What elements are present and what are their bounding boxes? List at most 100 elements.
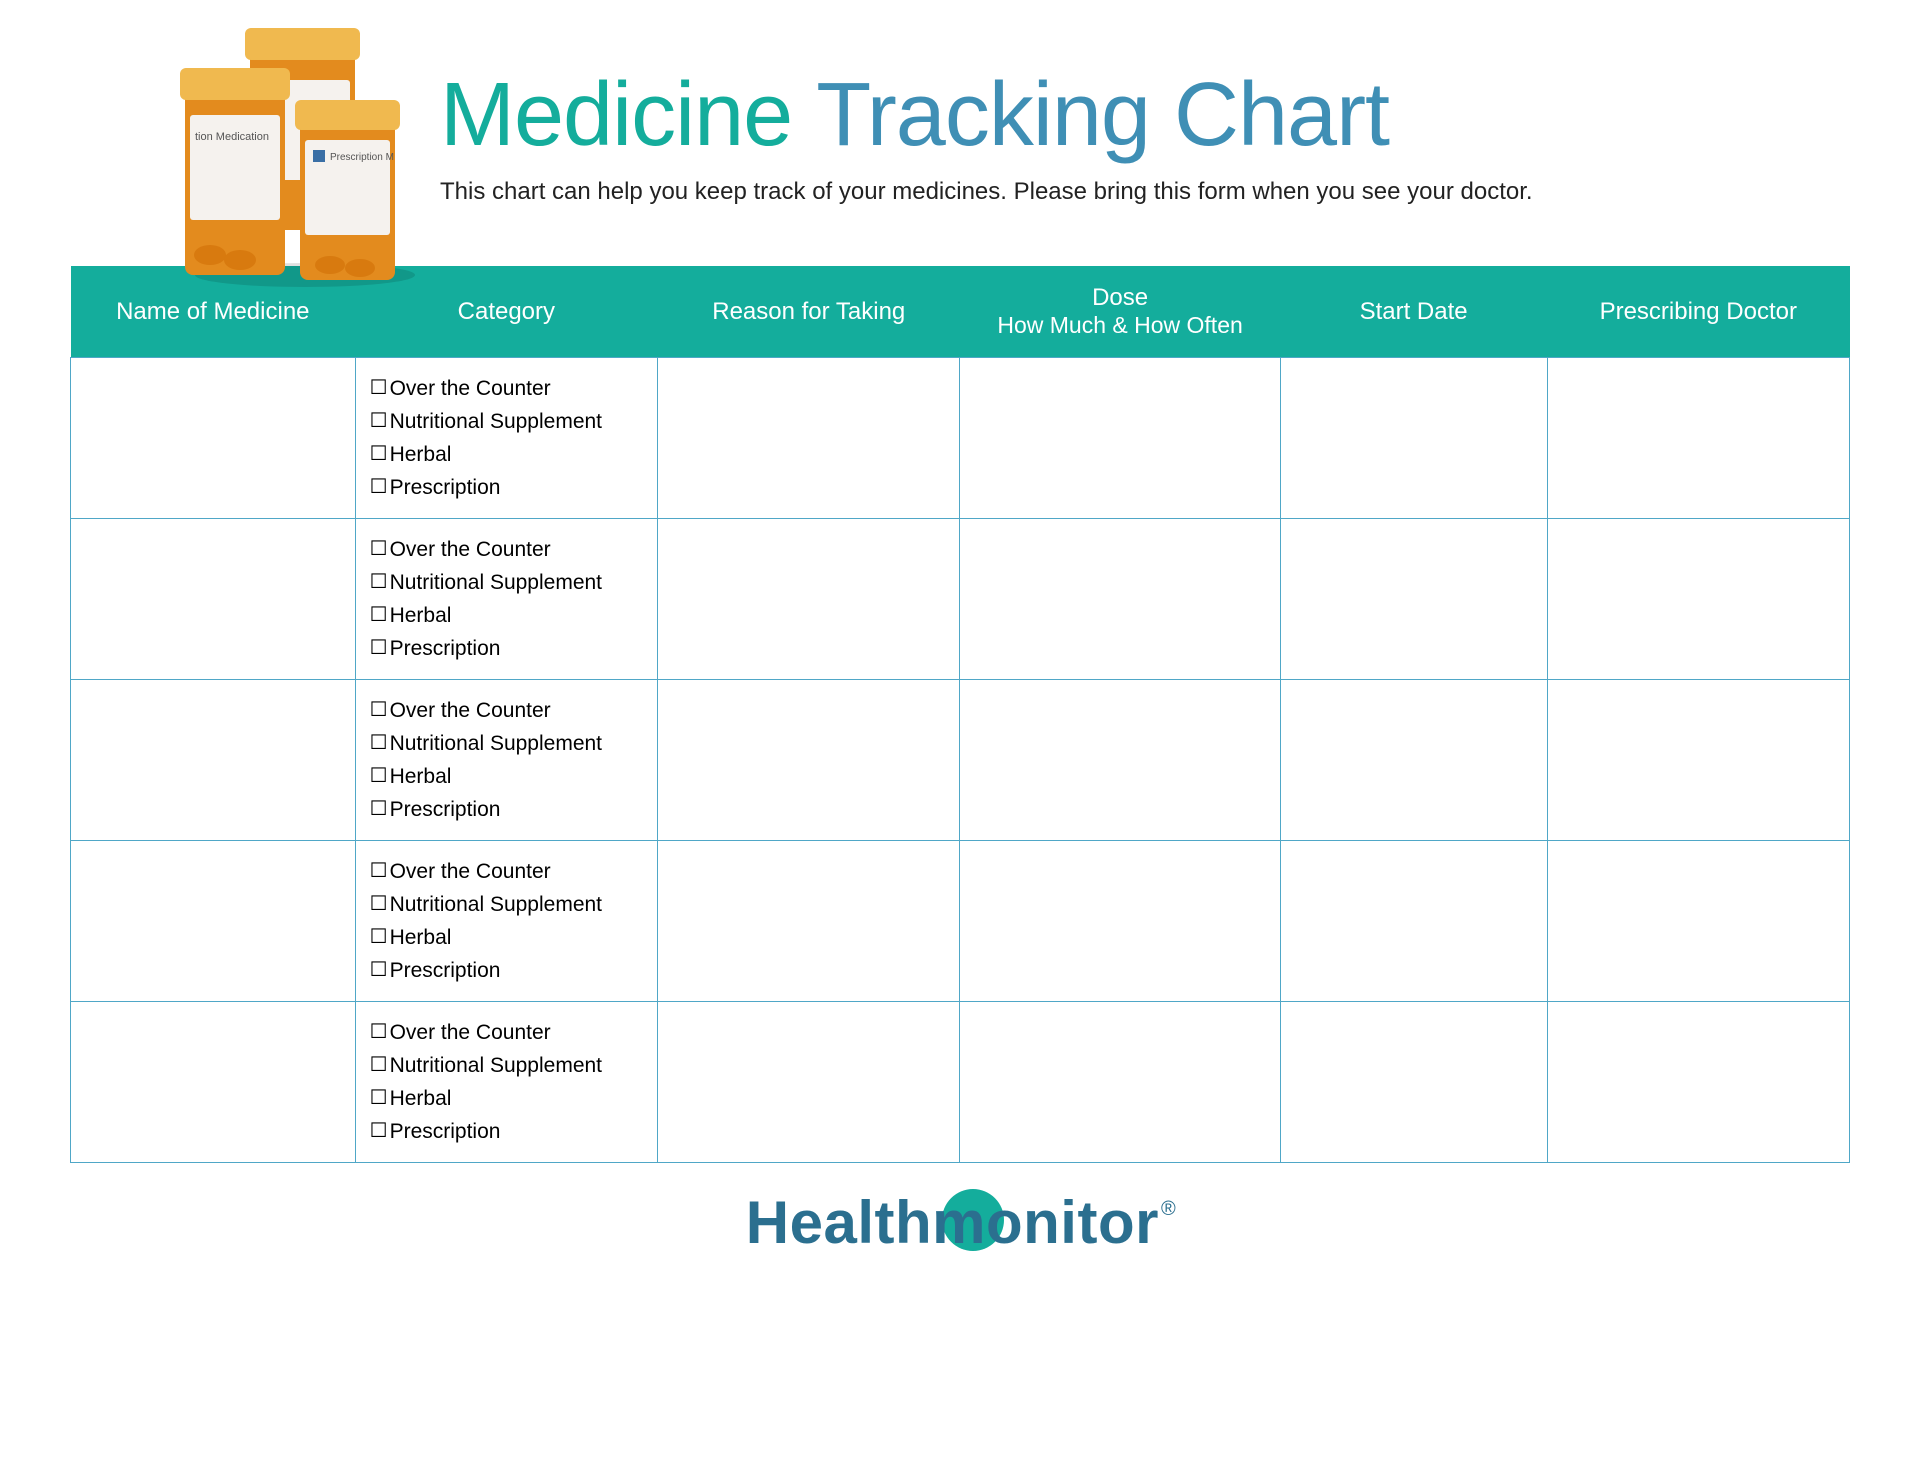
checkbox-icon[interactable]: ☐ [370, 408, 388, 433]
checkbox-icon[interactable]: ☐ [370, 957, 388, 982]
checkbox-icon[interactable]: ☐ [370, 924, 388, 949]
category-label: Prescription [390, 798, 501, 821]
table-cell[interactable] [960, 519, 1280, 680]
table-cell[interactable] [1547, 841, 1849, 1002]
logo-registered: ® [1161, 1198, 1176, 1220]
category-label: Over the Counter [390, 377, 551, 400]
svg-text:tion Medication: tion Medication [195, 131, 269, 143]
table-cell[interactable]: ☐Over the Counter☐Nutritional Supplement… [355, 841, 657, 1002]
checkbox-icon[interactable]: ☐ [370, 375, 388, 400]
checkbox-icon[interactable]: ☐ [370, 891, 388, 916]
column-header: Reason for Taking [658, 266, 960, 358]
table-cell[interactable] [71, 680, 356, 841]
checkbox-icon[interactable]: ☐ [370, 569, 388, 594]
category-label: Over the Counter [390, 699, 551, 722]
table-cell[interactable] [658, 841, 960, 1002]
table-cell[interactable] [658, 680, 960, 841]
checkbox-icon[interactable]: ☐ [370, 602, 388, 627]
medicine-table: Name of MedicineCategoryReason for Takin… [70, 266, 1850, 1163]
category-label: Nutritional Supplement [390, 732, 602, 755]
category-option[interactable]: ☐Nutritional Supplement [370, 409, 643, 434]
checkbox-icon[interactable]: ☐ [370, 1118, 388, 1143]
table-cell[interactable] [1280, 519, 1547, 680]
table-cell[interactable] [1547, 1002, 1849, 1163]
category-option[interactable]: ☐Prescription [370, 636, 643, 661]
category-option[interactable]: ☐Prescription [370, 475, 643, 500]
table-row: ☐Over the Counter☐Nutritional Supplement… [71, 841, 1850, 1002]
checkbox-icon[interactable]: ☐ [370, 858, 388, 883]
title-part-2: Tracking Chart [816, 65, 1389, 165]
table-cell[interactable] [1547, 519, 1849, 680]
category-label: Over the Counter [390, 860, 551, 883]
table-cell[interactable]: ☐Over the Counter ☐Nutritional Supplement… [355, 519, 657, 680]
category-option[interactable]: ☐Herbal [370, 925, 643, 950]
table-cell[interactable] [71, 1002, 356, 1163]
checkbox-icon[interactable]: ☐ [370, 763, 388, 788]
category-option[interactable]: ☐Nutritional Supplement [370, 1053, 643, 1078]
table-cell[interactable] [1280, 358, 1547, 519]
table-cell[interactable] [960, 680, 1280, 841]
category-option[interactable]: ☐Nutritional Supplement [370, 892, 643, 917]
category-label: Nutritional Supplement [390, 1054, 602, 1077]
category-option[interactable]: ☐Herbal [370, 442, 643, 467]
category-label: Prescription [390, 637, 501, 660]
category-label: Herbal [390, 765, 452, 788]
category-option[interactable]: ☐Prescription [370, 797, 643, 822]
checkbox-icon[interactable]: ☐ [370, 536, 388, 561]
title-part-1: Medicine [440, 65, 792, 165]
table-cell[interactable] [960, 841, 1280, 1002]
checkbox-icon[interactable]: ☐ [370, 441, 388, 466]
category-label: Nutritional Supplement [390, 893, 602, 916]
category-option[interactable]: ☐Prescription [370, 958, 643, 983]
table-row: ☐Over the Counter☐Nutritional Supplement… [71, 358, 1850, 519]
table-cell[interactable] [1280, 1002, 1547, 1163]
category-label: Herbal [390, 443, 452, 466]
pill-bottles-icon: tion Medication Prescription M [155, 20, 435, 290]
category-options: ☐Over the Counter☐Nutritional Supplement… [370, 1020, 643, 1144]
checkbox-icon[interactable]: ☐ [370, 474, 388, 499]
category-option[interactable]: ☐Over the Counter [370, 859, 643, 884]
table-cell[interactable] [960, 358, 1280, 519]
category-option[interactable]: ☐Over the Counter [370, 698, 643, 723]
table-cell[interactable]: ☐Over the Counter☐Nutritional Supplement… [355, 680, 657, 841]
table-cell[interactable] [71, 841, 356, 1002]
healthmonitor-logo: Healthmonitor® [746, 1193, 1174, 1253]
page-title: Medicine Tracking Chart [440, 70, 1850, 160]
checkbox-icon[interactable]: ☐ [370, 635, 388, 660]
checkbox-icon[interactable]: ☐ [370, 1019, 388, 1044]
table-cell[interactable] [1280, 841, 1547, 1002]
checkbox-icon[interactable]: ☐ [370, 1052, 388, 1077]
table-cell[interactable] [658, 1002, 960, 1163]
table-cell[interactable]: ☐Over the Counter☐Nutritional Supplement… [355, 358, 657, 519]
category-option[interactable]: ☐Herbal [370, 603, 643, 628]
table-cell[interactable] [658, 519, 960, 680]
checkbox-icon[interactable]: ☐ [370, 697, 388, 722]
table-cell[interactable] [1547, 358, 1849, 519]
table-cell[interactable] [1280, 680, 1547, 841]
category-label: Nutritional Supplement [390, 410, 602, 433]
category-option[interactable]: ☐Over the Counter [370, 376, 643, 401]
table-cell[interactable] [658, 358, 960, 519]
checkbox-icon[interactable]: ☐ [370, 1085, 388, 1110]
table-cell[interactable] [71, 519, 356, 680]
category-option[interactable]: ☐Over the Counter [370, 537, 643, 562]
table-cell[interactable]: ☐Over the Counter☐Nutritional Supplement… [355, 1002, 657, 1163]
table-cell[interactable] [960, 1002, 1280, 1163]
table-cell[interactable] [71, 358, 356, 519]
checkbox-icon[interactable]: ☐ [370, 730, 388, 755]
category-option[interactable]: ☐Over the Counter [370, 1020, 643, 1045]
header: tion Medication Prescription M Medicine … [70, 30, 1850, 260]
category-option[interactable]: ☐Nutritional Supplement [370, 731, 643, 756]
column-header: Prescribing Doctor [1547, 266, 1849, 358]
category-option[interactable]: ☐Herbal [370, 764, 643, 789]
table-cell[interactable] [1547, 680, 1849, 841]
category-label: Herbal [390, 604, 452, 627]
category-options: ☐Over the Counter ☐Nutritional Supplement… [370, 537, 643, 661]
logo-text-2: monitor [932, 1189, 1159, 1256]
category-option[interactable]: ☐Herbal [370, 1086, 643, 1111]
category-option[interactable]: ☐Nutritional Supplement [370, 570, 643, 595]
logo-text-1: Health [746, 1189, 932, 1256]
category-options: ☐Over the Counter☐Nutritional Supplement… [370, 698, 643, 822]
category-option[interactable]: ☐Prescription [370, 1119, 643, 1144]
checkbox-icon[interactable]: ☐ [370, 796, 388, 821]
